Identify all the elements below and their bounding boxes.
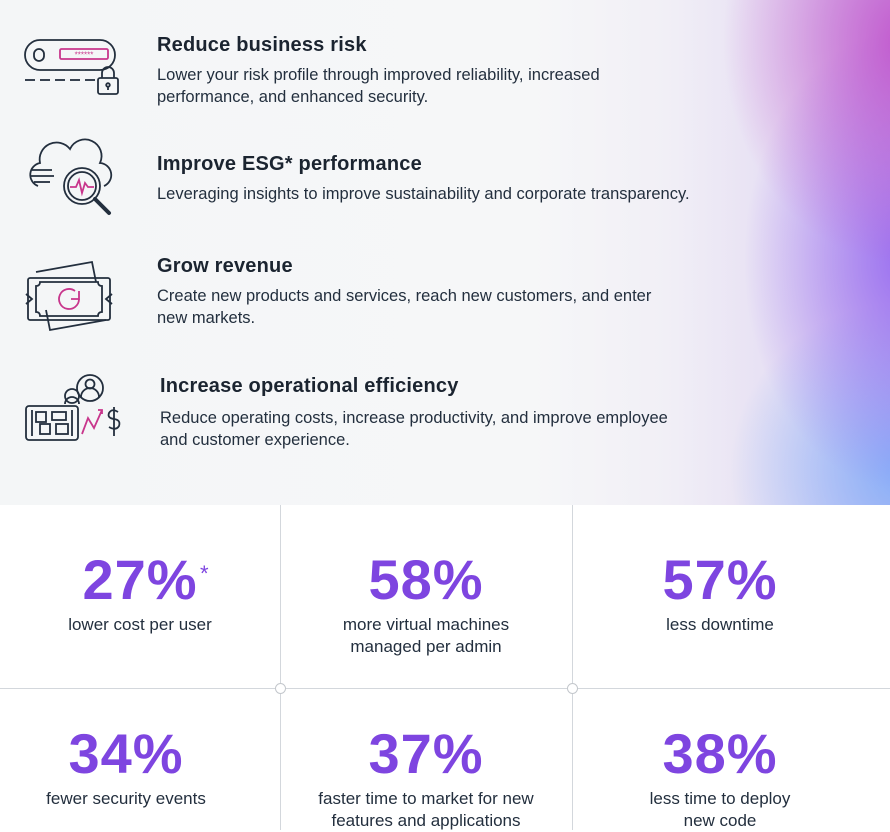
banknote-icon: [22, 258, 116, 339]
feature-title: Improve ESG* performance: [157, 153, 422, 175]
stat-value: 38%: [662, 722, 778, 785]
feature-description: Lower your risk profile through improved…: [157, 64, 600, 108]
stat-label: less downtime: [572, 614, 868, 636]
description-line: Lower your risk profile through improved…: [157, 66, 600, 84]
stats-grid: 27% * lower cost per user 58% more virtua…: [0, 505, 890, 830]
stat-label-line: less time to deploy: [649, 789, 791, 808]
stat-label-line: fewer security events: [46, 789, 206, 808]
description-line: new markets.: [157, 309, 256, 327]
stat-cell: 58% more virtual machines managed per ad…: [280, 552, 572, 658]
description-line: performance, and enhanced security.: [157, 88, 429, 106]
feature-description: Leveraging insights to improve sustainab…: [157, 183, 690, 205]
stat-value-text: 27%: [82, 548, 198, 611]
people-efficiency-icon: [22, 372, 126, 449]
stat-label-line: lower cost per user: [68, 615, 212, 634]
credit-card-lock-icon: ******: [22, 36, 122, 103]
cloud-magnifier-icon: [24, 136, 120, 225]
stat-label-line: less downtime: [666, 615, 774, 634]
grid-divider: [0, 688, 890, 689]
grid-node: [567, 683, 578, 694]
stat-label: lower cost per user: [0, 614, 280, 636]
grid-node: [275, 683, 286, 694]
description-line: Create new products and services, reach …: [157, 287, 652, 305]
stat-cell: 38% less time to deploy new code: [572, 726, 868, 832]
feature-description: Reduce operating costs, increase product…: [160, 407, 668, 451]
stat-value: 34%: [68, 722, 184, 785]
stat-label-line: more virtual machines: [342, 615, 510, 634]
feature-description: Create new products and services, reach …: [157, 285, 651, 329]
stat-value: 58%: [368, 548, 484, 611]
stat-cell: 57% less downtime: [572, 552, 868, 636]
stat-cell: 34% fewer security events: [0, 726, 252, 810]
footnote-star: *: [199, 561, 210, 586]
feature-title: Grow revenue: [157, 255, 293, 277]
stat-value: 57%: [662, 548, 778, 611]
feature-title: Increase operational efficiency: [160, 375, 459, 397]
description-line: Reduce operating costs, increase product…: [160, 409, 668, 427]
stat-value: 27% *: [82, 552, 208, 608]
stat-label-line: faster time to market for new: [318, 789, 534, 808]
stat-cell: 27% * lower cost per user: [0, 552, 280, 636]
stat-cell: 37% faster time to market for new featur…: [280, 726, 572, 832]
description-line: Leveraging insights to improve sustainab…: [157, 185, 690, 203]
stat-value: 37%: [368, 722, 484, 785]
feature-title: Reduce business risk: [157, 34, 367, 56]
benefits-panel: ****** Reduce business risk Lower your r…: [0, 0, 890, 505]
grid-divider: [572, 505, 573, 830]
stat-label: less time to deploy new code: [572, 788, 868, 832]
stat-label: faster time to market for new features a…: [280, 788, 572, 832]
stat-label-line: managed per admin: [350, 637, 502, 656]
stat-label: fewer security events: [0, 788, 252, 810]
stat-label-line: new code: [683, 811, 757, 830]
grid-divider: [280, 505, 281, 830]
description-line: and customer experience.: [160, 431, 350, 449]
svg-text:******: ******: [75, 51, 94, 60]
stat-label-line: features and applications: [331, 811, 521, 830]
stat-label: more virtual machines managed per admin: [280, 614, 572, 658]
